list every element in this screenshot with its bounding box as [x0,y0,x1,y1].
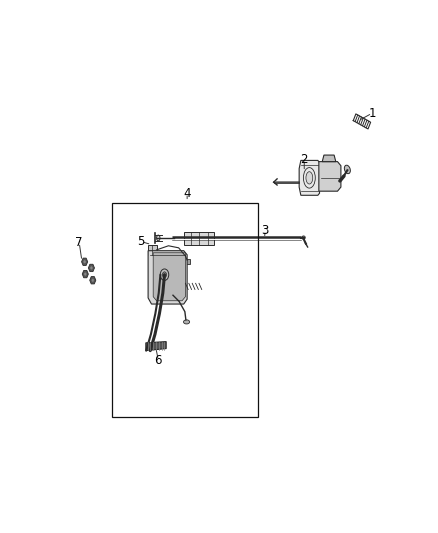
Polygon shape [88,264,95,272]
Ellipse shape [156,235,160,241]
Bar [113,204,258,417]
Ellipse shape [302,236,305,239]
Text: 5: 5 [138,235,145,248]
Polygon shape [146,342,166,351]
Polygon shape [153,253,185,301]
Ellipse shape [162,272,166,278]
Text: 2: 2 [300,152,308,166]
Text: 4: 4 [184,187,191,200]
Ellipse shape [306,172,313,184]
Ellipse shape [91,266,92,269]
Text: 3: 3 [261,224,269,237]
Ellipse shape [92,279,94,281]
Bar [184,232,214,245]
Ellipse shape [85,273,86,276]
Ellipse shape [84,261,85,263]
Text: 6: 6 [155,354,162,367]
Polygon shape [322,155,336,161]
Polygon shape [82,270,88,278]
Text: 7: 7 [75,236,83,249]
Polygon shape [81,258,88,265]
Polygon shape [299,160,320,195]
Bar [148,245,157,255]
Ellipse shape [344,165,350,174]
Text: 1: 1 [368,107,376,120]
Ellipse shape [184,320,190,324]
Polygon shape [319,161,341,191]
Polygon shape [90,277,96,284]
Bar [185,259,190,264]
Ellipse shape [160,269,169,280]
Polygon shape [148,251,187,304]
